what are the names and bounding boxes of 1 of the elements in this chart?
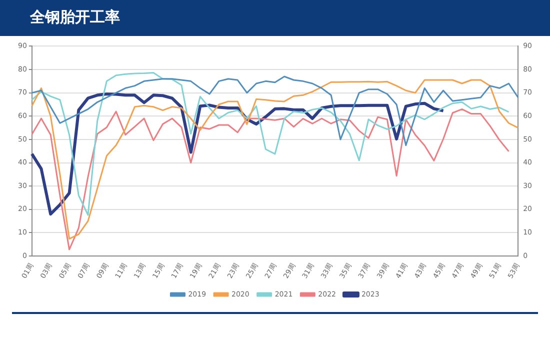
chart-title: 全钢胎开工率 bbox=[30, 8, 120, 27]
